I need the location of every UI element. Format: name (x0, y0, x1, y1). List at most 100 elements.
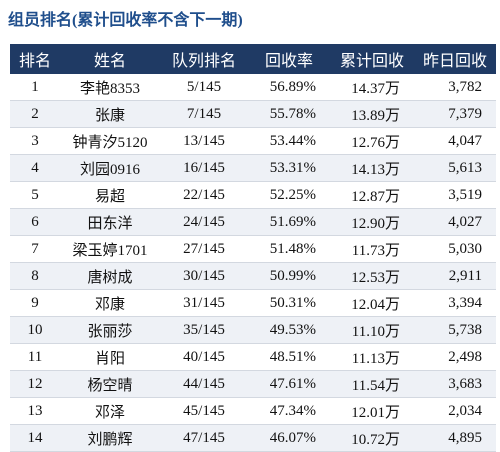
table-cell: 45/145 (160, 397, 248, 425)
table-row: 10 张丽莎 35/145 49.53% 11.10万 5,738 (10, 316, 496, 344)
table-cell: 35/145 (160, 316, 248, 344)
table-row: 2 张康 7/145 55.78% 13.89万 7,379 (10, 100, 496, 128)
table-cell: 12.87万 (330, 181, 414, 209)
table-cell: 邓泽 (60, 397, 160, 425)
table-cell: 11.10万 (330, 316, 414, 344)
column-header: 排名 (10, 44, 60, 74)
table-cell: 50.99% (248, 262, 330, 290)
table-cell: 张康 (60, 100, 160, 128)
table-cell: 1 (10, 74, 60, 101)
table-cell: 2,498 (414, 343, 496, 371)
table-cell: 47.34% (248, 397, 330, 425)
table-cell: 11.54万 (330, 370, 414, 398)
table-cell: 12.04万 (330, 289, 414, 317)
table-cell: 55.78% (248, 100, 330, 128)
table-cell: 4,027 (414, 208, 496, 236)
table-cell: 53.44% (248, 127, 330, 155)
table-cell: 48.51% (248, 343, 330, 371)
table-cell: 11.13万 (330, 343, 414, 371)
table-cell: 22/145 (160, 181, 248, 209)
table-cell: 3 (10, 127, 60, 155)
table-cell: 梁玉婷1701 (60, 235, 160, 263)
table-cell: 50.31% (248, 289, 330, 317)
table-cell: 52.25% (248, 181, 330, 209)
table-cell: 唐树成 (60, 262, 160, 290)
table-cell: 邓康 (60, 289, 160, 317)
table-cell: 51.69% (248, 208, 330, 236)
table-row: 3 钟青汐5120 13/145 53.44% 12.76万 4,047 (10, 127, 496, 155)
table-cell: 40/145 (160, 343, 248, 371)
table-cell: 13/145 (160, 127, 248, 155)
table-cell: 3,782 (414, 74, 496, 101)
table-row: 1 李艳8353 5/145 56.89% 14.37万 3,782 (10, 74, 496, 101)
table-cell: 47/145 (160, 424, 248, 452)
table-row: 12 杨空晴 44/145 47.61% 11.54万 3,683 (10, 370, 496, 398)
table-cell: 5/145 (160, 74, 248, 101)
table-cell: 5,030 (414, 235, 496, 263)
table-cell: 4 (10, 154, 60, 182)
table-cell: 刘园0916 (60, 154, 160, 182)
table-row: 7 梁玉婷1701 27/145 51.48% 11.73万 5,030 (10, 235, 496, 263)
table-row: 11 肖阳 40/145 48.51% 11.13万 2,498 (10, 343, 496, 371)
column-header: 昨日回收 (414, 44, 496, 74)
table-cell: 12.76万 (330, 127, 414, 155)
table-cell: 12 (10, 370, 60, 398)
table-cell: 田东洋 (60, 208, 160, 236)
table-cell: 4,047 (414, 127, 496, 155)
table-cell: 14 (10, 424, 60, 452)
table-cell: 44/145 (160, 370, 248, 398)
table-cell: 张丽莎 (60, 316, 160, 344)
table-cell: 27/145 (160, 235, 248, 263)
table-cell: 7/145 (160, 100, 248, 128)
column-header: 姓名 (60, 44, 160, 74)
table-row: 9 邓康 31/145 50.31% 12.04万 3,394 (10, 289, 496, 317)
table-cell: 3,519 (414, 181, 496, 209)
table-cell: 13 (10, 397, 60, 425)
table-cell: 12.01万 (330, 397, 414, 425)
title: 组员排名(累计回收率不含下一期) (8, 12, 243, 29)
table-cell: 杨空晴 (60, 370, 160, 398)
table-cell: 12.53万 (330, 262, 414, 290)
table-row: 4 刘园0916 16/145 53.31% 14.13万 5,613 (10, 154, 496, 182)
table-cell: 10.72万 (330, 424, 414, 452)
table-body: 1 李艳8353 5/145 56.89% 14.37万 3,782 2 张康 7/145 55.… (10, 74, 496, 452)
table-cell: 47.61% (248, 370, 330, 398)
table-cell: 7 (10, 235, 60, 263)
table-cell: 李艳8353 (60, 74, 160, 101)
table-cell: 2 (10, 100, 60, 128)
ranking-table: 排名 姓名 队列排名 回收率 累计回收 昨日回收 1 李艳8353 5/145 56.89% 14… (10, 44, 496, 452)
table-cell: 7,379 (414, 100, 496, 128)
table-cell: 24/145 (160, 208, 248, 236)
column-header: 队列排名 (160, 44, 248, 74)
header-row: 排名 姓名 队列排名 回收率 累计回收 昨日回收 (10, 44, 496, 74)
column-header: 累计回收 (330, 44, 414, 74)
table-cell: 刘鹏辉 (60, 424, 160, 452)
table-row: 8 唐树成 30/145 50.99% 12.53万 2,911 (10, 262, 496, 290)
table-cell: 12.90万 (330, 208, 414, 236)
table-cell: 2,911 (414, 262, 496, 290)
table-cell: 16/145 (160, 154, 248, 182)
table-cell: 46.07% (248, 424, 330, 452)
table-cell: 11 (10, 343, 60, 371)
table-cell: 53.31% (248, 154, 330, 182)
table-row: 5 易超 22/145 52.25% 12.87万 3,519 (10, 181, 496, 209)
table-cell: 10 (10, 316, 60, 344)
table-cell: 5 (10, 181, 60, 209)
table-cell: 5,613 (414, 154, 496, 182)
table-cell: 5,738 (414, 316, 496, 344)
table-cell: 11.73万 (330, 235, 414, 263)
table-cell: 13.89万 (330, 100, 414, 128)
table-cell: 56.89% (248, 74, 330, 101)
table-cell: 2,034 (414, 397, 496, 425)
table-cell: 9 (10, 289, 60, 317)
table-row: 14 刘鹏辉 47/145 46.07% 10.72万 4,895 (10, 424, 496, 452)
table-cell: 51.48% (248, 235, 330, 263)
table-cell: 8 (10, 262, 60, 290)
table-cell: 4,895 (414, 424, 496, 452)
table-cell: 肖阳 (60, 343, 160, 371)
table-cell: 14.37万 (330, 74, 414, 101)
table-cell: 易超 (60, 181, 160, 209)
table-cell: 钟青汐5120 (60, 127, 160, 155)
table-cell: 3,394 (414, 289, 496, 317)
